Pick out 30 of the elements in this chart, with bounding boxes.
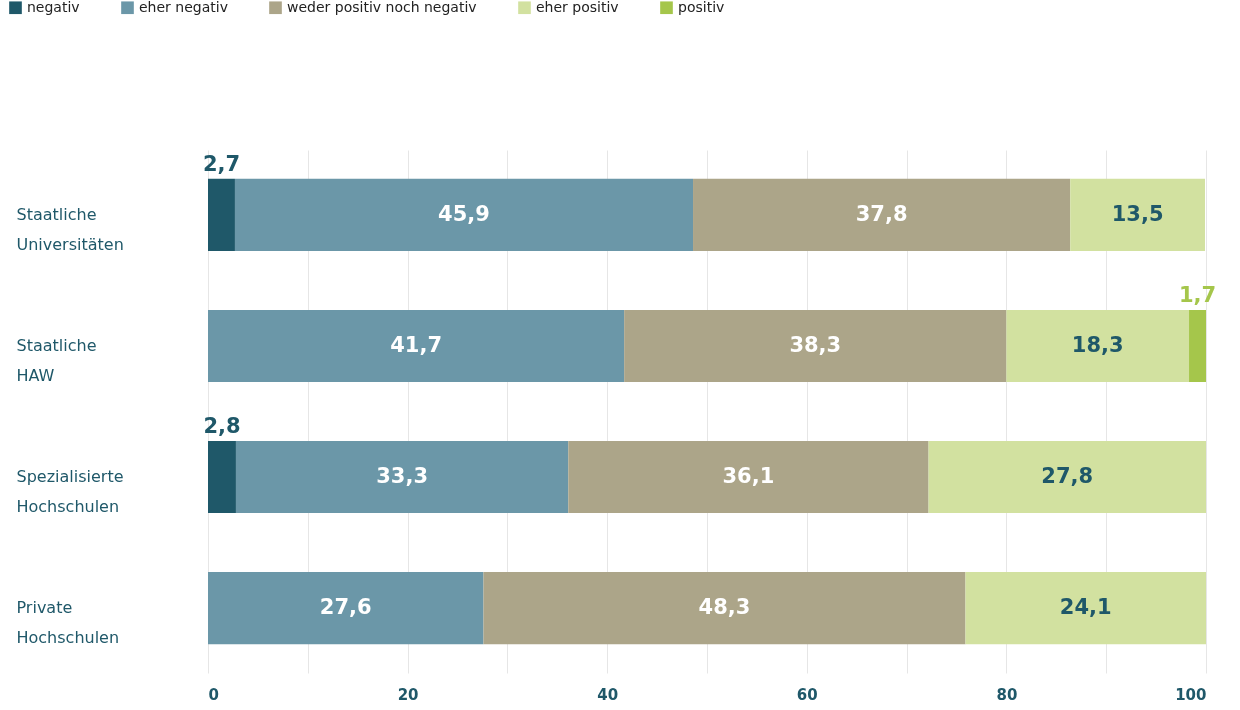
data-label: 37,8 — [855, 201, 908, 226]
legend-label: positiv — [678, 0, 725, 15]
x-tick-label: 60 — [796, 685, 818, 704]
y-tick-label: Staatliche Universitäten — [16, 204, 124, 254]
data-label: 13,5 — [1111, 201, 1164, 226]
data-label: 27,8 — [1041, 464, 1094, 489]
data-label: 38,3 — [789, 332, 842, 357]
y-tick-label: Spezialisierte Hochschulen — [16, 467, 124, 517]
data-label: 48,3 — [698, 595, 751, 620]
x-tick-label: 40 — [597, 685, 619, 704]
x-tick-label: 0 — [208, 685, 219, 704]
data-label: 36,1 — [722, 464, 775, 489]
x-tick-label: 100 — [1175, 685, 1207, 704]
data-label: 24,1 — [1059, 595, 1112, 620]
data-label: 18,3 — [1071, 332, 1124, 357]
data-label: 27,6 — [319, 595, 372, 620]
data-label: 2,8 — [203, 414, 241, 439]
y-tick-label: Private Hochschulen — [16, 598, 120, 648]
data-label: 2,7 — [202, 151, 241, 176]
data-label: 45,9 — [438, 201, 490, 226]
x-tick-label: 20 — [397, 685, 419, 704]
data-label: 1,7 — [1178, 282, 1217, 307]
data-label: 33,3 — [376, 464, 429, 489]
x-tick-label: 80 — [996, 685, 1018, 704]
legend-label: eher negativ — [139, 0, 228, 15]
y-tick-label: Staatliche HAW — [16, 335, 97, 385]
legend-label: weder positiv noch negativ — [287, 0, 477, 15]
data-label: 41,7 — [390, 332, 442, 357]
legend-label: negativ — [27, 0, 80, 15]
legend-label: eher positiv — [536, 0, 619, 15]
